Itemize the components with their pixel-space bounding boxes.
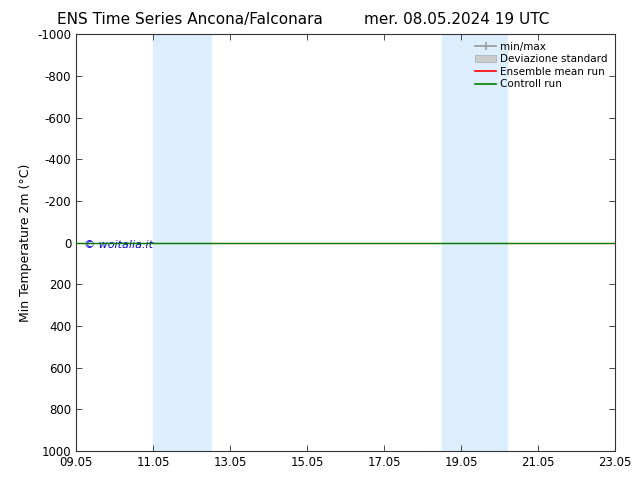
Text: © woitalia.it: © woitalia.it (84, 241, 153, 250)
Bar (153, 34, 210, 451)
Bar (442, 34, 507, 451)
Text: mer. 08.05.2024 19 UTC: mer. 08.05.2024 19 UTC (364, 12, 549, 27)
Text: ENS Time Series Ancona/Falconara: ENS Time Series Ancona/Falconara (57, 12, 323, 27)
Y-axis label: Min Temperature 2m (°C): Min Temperature 2m (°C) (18, 163, 32, 322)
Legend: min/max, Deviazione standard, Ensemble mean run, Controll run: min/max, Deviazione standard, Ensemble m… (473, 40, 610, 92)
